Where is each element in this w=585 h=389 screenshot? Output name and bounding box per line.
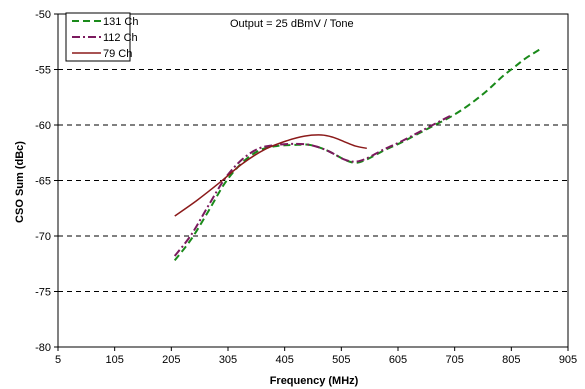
legend-item-112ch: 112 Ch <box>72 32 138 44</box>
series-line-112ch <box>173 114 453 257</box>
y-tick-label: -50 <box>35 9 51 21</box>
y-tick-label: -75 <box>35 287 51 299</box>
y-axis: -80 -75 -70 -65 -60 -55 -50 <box>35 9 58 354</box>
x-tick-label: 705 <box>445 354 463 366</box>
legend: 131 Ch 112 Ch 79 Ch <box>65 12 138 62</box>
y-tick-label: -60 <box>35 120 51 132</box>
x-tick-label: 805 <box>502 354 520 366</box>
x-tick-label: 5 <box>55 354 61 366</box>
x-tick-label: 905 <box>559 354 577 366</box>
y-tick-label: -80 <box>35 342 51 354</box>
x-tick-label: 405 <box>275 354 293 366</box>
x-tick-label: 605 <box>389 354 407 366</box>
series-group <box>173 48 541 262</box>
legend-label: 79 Ch <box>103 48 132 60</box>
legend-item-131ch: 131 Ch <box>72 16 138 28</box>
legend-label: 131 Ch <box>103 16 138 28</box>
gridlines <box>58 69 568 292</box>
legend-item-79ch: 79 Ch <box>72 48 132 60</box>
y-tick-label: -70 <box>35 231 51 243</box>
x-tick-label: 505 <box>332 354 350 366</box>
series-line-79ch <box>174 134 367 217</box>
chart-annotation: Output = 25 dBmV / Tone <box>230 18 354 30</box>
x-tick-label: 105 <box>105 354 123 366</box>
x-axis: 5 105 205 305 405 505 605 705 805 905 <box>55 347 577 366</box>
y-axis-title: CSO Sum (dBc) <box>14 141 26 223</box>
y-tick-label: -65 <box>35 176 51 188</box>
y-tick-label: -55 <box>35 65 51 77</box>
x-tick-label: 205 <box>162 354 180 366</box>
x-axis-title: Frequency (MHz) <box>270 375 359 387</box>
x-tick-label: 305 <box>219 354 237 366</box>
legend-label: 112 Ch <box>103 32 138 44</box>
